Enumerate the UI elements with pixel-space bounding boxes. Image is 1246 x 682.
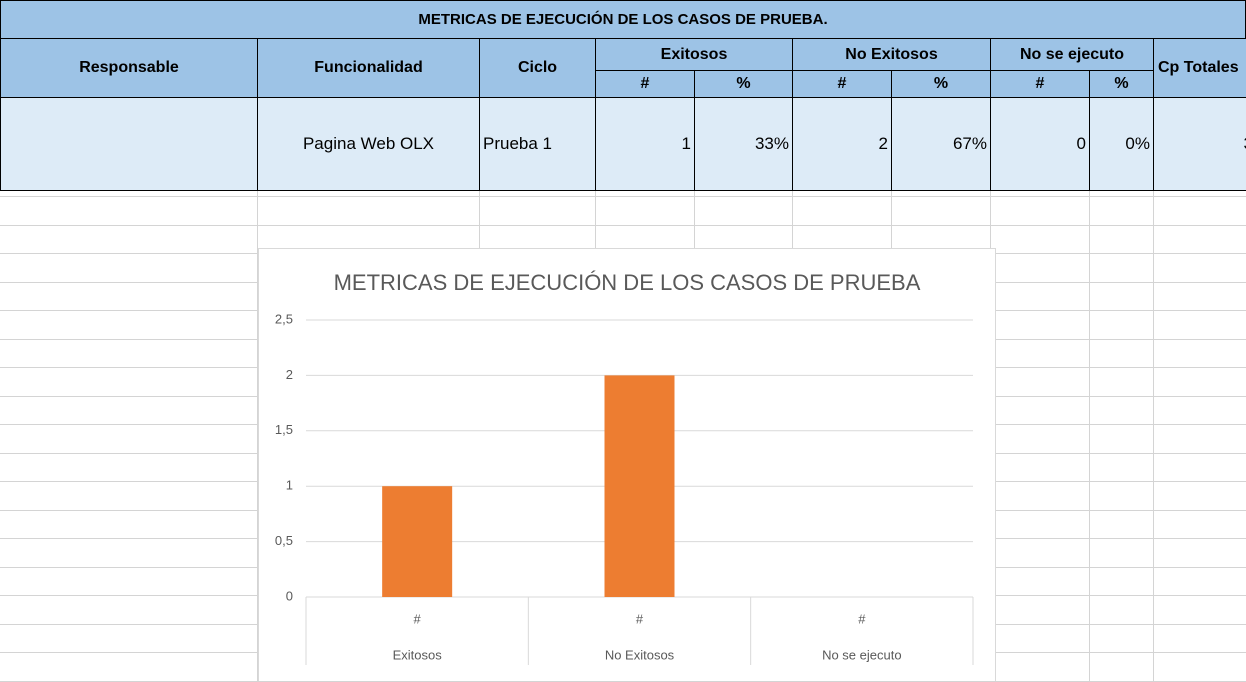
sub-header: %	[891, 70, 991, 98]
y-tick-label: 0,5	[275, 533, 293, 548]
y-tick-label: 2,5	[275, 311, 293, 326]
cell-border	[257, 190, 258, 681]
cell-border	[1089, 190, 1090, 681]
data-cell	[0, 97, 258, 191]
x-group-label: No se ejecuto	[822, 647, 902, 662]
sub-header: %	[1089, 70, 1154, 98]
cell-border	[0, 224, 1246, 226]
sub-header: #	[792, 70, 892, 98]
column-header: Funcionalidad	[257, 38, 480, 98]
sub-header: %	[694, 70, 793, 98]
y-tick-label: 2	[286, 367, 293, 382]
y-tick-label: 0	[286, 588, 293, 603]
y-tick-label: 1,5	[275, 422, 293, 437]
sub-header: #	[595, 70, 695, 98]
data-cell: 1	[595, 97, 695, 191]
x-group-label: Exitosos	[393, 647, 443, 662]
x-tick-label: #	[636, 611, 644, 626]
data-cell: 33%	[694, 97, 793, 191]
data-cell: 0	[990, 97, 1090, 191]
cell-border	[0, 196, 1246, 197]
bar	[604, 375, 675, 597]
x-tick-label: #	[858, 611, 866, 626]
data-cell: 3	[1153, 97, 1246, 191]
column-header: Responsable	[0, 38, 258, 98]
y-tick-label: 1	[286, 478, 293, 493]
chart: METRICAS DE EJECUCIÓN DE LOS CASOS DE PR…	[258, 248, 996, 681]
chart-title: METRICAS DE EJECUCIÓN DE LOS CASOS DE PR…	[334, 270, 921, 295]
group-header: No Exitosos	[792, 38, 991, 71]
data-cell: Prueba 1	[479, 97, 596, 191]
data-cell: 0%	[1089, 97, 1154, 191]
data-cell: 2	[792, 97, 892, 191]
sub-header: #	[990, 70, 1090, 98]
table-title: METRICAS DE EJECUCIÓN DE LOS CASOS DE PR…	[0, 0, 1246, 39]
x-group-label: No Exitosos	[605, 647, 675, 662]
group-header: Exitosos	[595, 38, 793, 71]
group-header: No se ejecuto	[990, 38, 1154, 71]
column-header: Ciclo	[479, 38, 596, 98]
bar	[382, 486, 453, 597]
cell-border	[1153, 190, 1154, 681]
data-cell: 67%	[891, 97, 991, 191]
column-header: Cp Totales	[1153, 38, 1246, 98]
data-cell: Pagina Web OLX	[257, 97, 480, 191]
x-tick-label: #	[414, 611, 422, 626]
